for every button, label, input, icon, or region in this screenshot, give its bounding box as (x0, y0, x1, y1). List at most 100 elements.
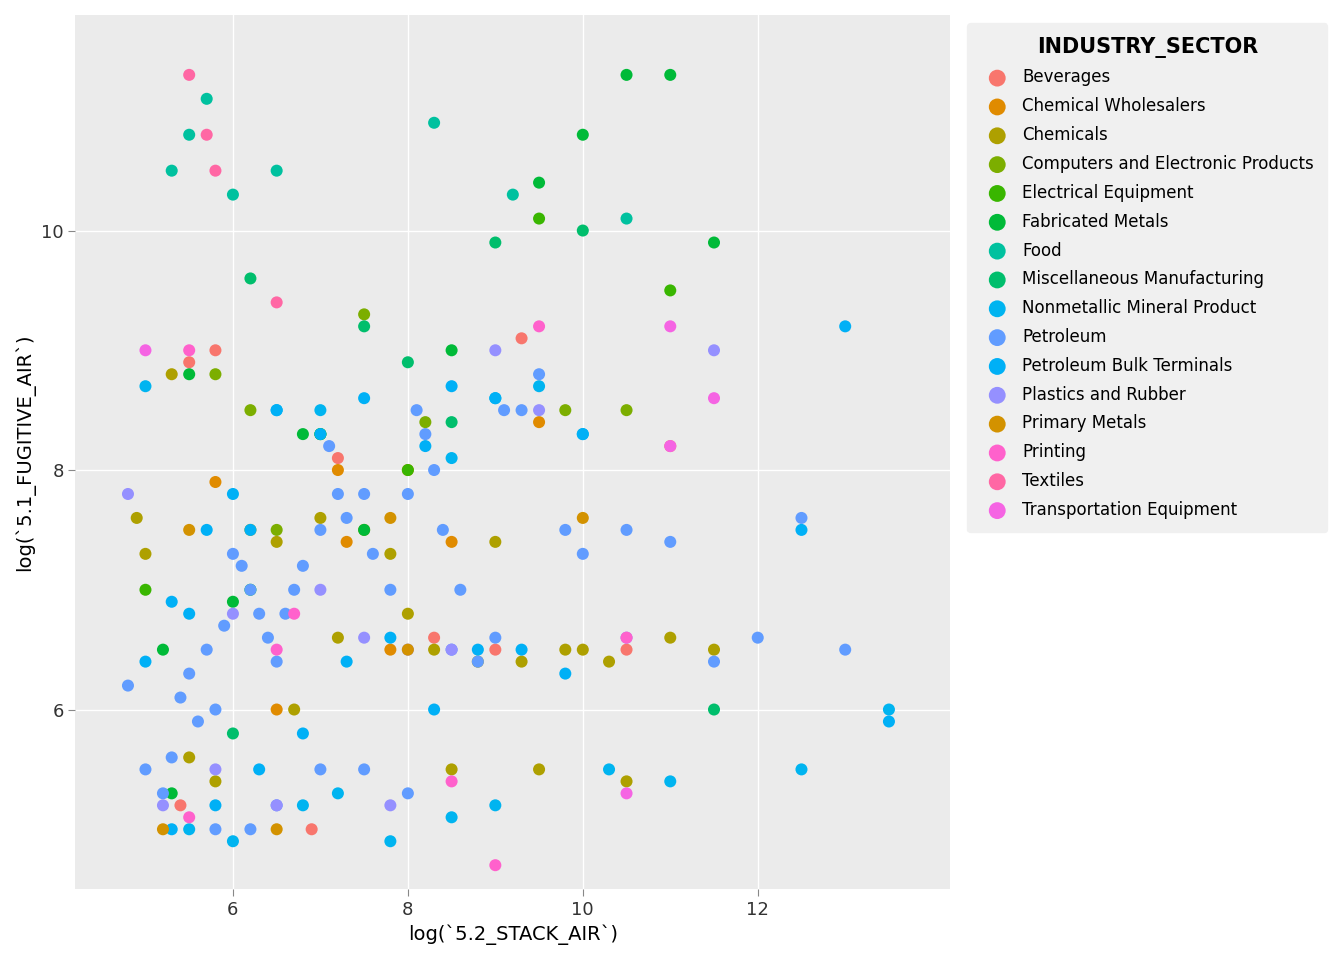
Point (169, 798, 191, 813)
Point (573, 127, 594, 142)
Point (152, 798, 173, 813)
Point (319, 439, 340, 454)
Point (414, 426, 435, 442)
Point (835, 642, 856, 658)
Point (284, 606, 305, 621)
Point (379, 630, 401, 645)
Point (555, 522, 577, 538)
Point (257, 630, 278, 645)
Point (353, 391, 375, 406)
Point (249, 606, 270, 621)
Point (117, 678, 138, 693)
Point (703, 391, 724, 406)
Point (423, 630, 445, 645)
Point (573, 642, 594, 658)
Point (309, 522, 331, 538)
Point (616, 642, 637, 658)
Point (660, 439, 681, 454)
Point (309, 426, 331, 442)
Point (169, 690, 191, 706)
Point (292, 726, 313, 741)
Point (555, 402, 577, 418)
Point (396, 785, 418, 801)
Point (222, 546, 243, 562)
Point (616, 211, 637, 227)
Point (485, 798, 507, 813)
Point (485, 391, 507, 406)
Point (468, 654, 489, 669)
Point (179, 750, 200, 765)
Point (134, 546, 156, 562)
Point (266, 798, 288, 813)
Point (573, 426, 594, 442)
Point (511, 402, 532, 418)
Point (196, 522, 218, 538)
Point (573, 511, 594, 526)
Point (379, 546, 401, 562)
Point (134, 654, 156, 669)
Point (485, 642, 507, 658)
Point (353, 522, 375, 538)
Point (660, 283, 681, 299)
Point (239, 522, 261, 538)
Point (441, 415, 462, 430)
Point (266, 163, 288, 179)
Point (362, 546, 383, 562)
Point (309, 761, 331, 777)
Point (327, 463, 348, 478)
Point (204, 822, 226, 837)
Point (616, 785, 637, 801)
Point (179, 343, 200, 358)
Point (835, 319, 856, 334)
Point (353, 630, 375, 645)
Point (239, 822, 261, 837)
Point (327, 487, 348, 502)
Point (379, 582, 401, 597)
Point (179, 809, 200, 825)
Point (309, 511, 331, 526)
Point (266, 402, 288, 418)
Point (511, 654, 532, 669)
Point (327, 785, 348, 801)
Point (423, 463, 445, 478)
Point (573, 426, 594, 442)
Point (204, 774, 226, 789)
Point (249, 761, 270, 777)
Point (134, 761, 156, 777)
Point (747, 630, 769, 645)
Point (196, 91, 218, 107)
Point (239, 582, 261, 597)
Point (660, 319, 681, 334)
Point (528, 378, 550, 394)
Point (204, 474, 226, 490)
Point (336, 654, 358, 669)
Point (353, 487, 375, 502)
Point (239, 582, 261, 597)
Point (528, 211, 550, 227)
Point (528, 319, 550, 334)
Point (503, 187, 524, 203)
Point (179, 354, 200, 370)
Point (266, 702, 288, 717)
Point (468, 654, 489, 669)
Point (485, 235, 507, 251)
Point (703, 702, 724, 717)
Point (423, 115, 445, 131)
Point (790, 761, 812, 777)
Point (396, 487, 418, 502)
Point (222, 487, 243, 502)
Point (309, 582, 331, 597)
Point (616, 630, 637, 645)
Point (485, 630, 507, 645)
Point (878, 714, 899, 730)
Point (511, 642, 532, 658)
Point (204, 367, 226, 382)
Point (161, 163, 183, 179)
Point (179, 522, 200, 538)
Point (292, 558, 313, 573)
Point (555, 666, 577, 682)
Point (353, 761, 375, 777)
Point (336, 534, 358, 549)
Point (441, 534, 462, 549)
Point (196, 127, 218, 142)
